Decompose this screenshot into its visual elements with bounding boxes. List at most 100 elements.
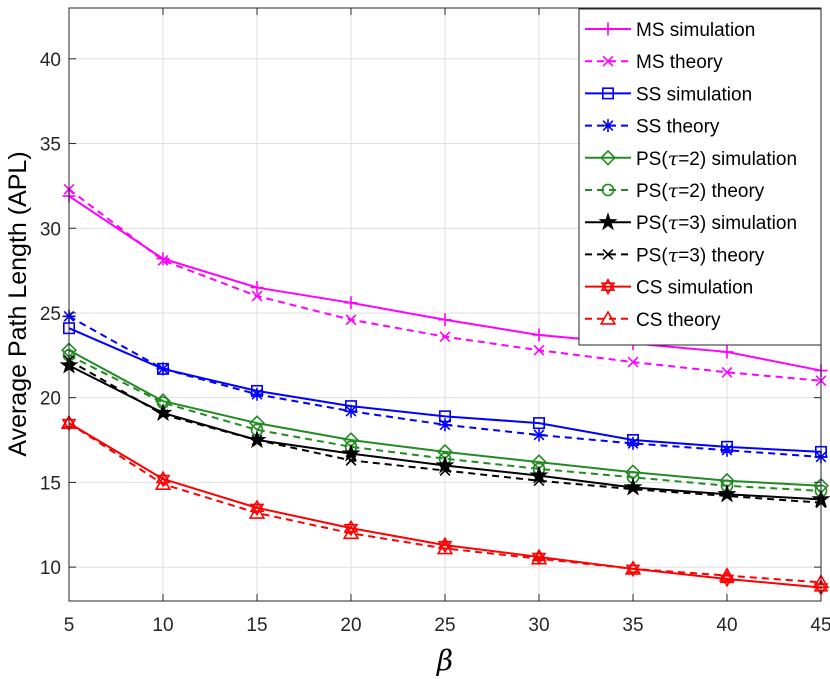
data-point-star-marker <box>529 465 549 484</box>
data-point-plus-marker <box>156 252 170 266</box>
data-point-asterisk-marker <box>344 404 358 418</box>
legend-label: PS(τ=2) theory <box>636 180 765 202</box>
data-point-triangle-marker <box>718 567 736 582</box>
data-point-plus-marker <box>720 345 734 359</box>
data-point-plus-marker <box>344 296 358 310</box>
x-tick-label: 5 <box>64 615 75 636</box>
data-point-star-marker <box>623 477 643 496</box>
y-tick-label: 20 <box>40 389 61 410</box>
x-tick-label: 10 <box>152 615 173 636</box>
data-point-hexagram-marker <box>531 548 547 562</box>
data-point-star-marker <box>717 484 737 503</box>
data-point-x-marker <box>533 475 545 487</box>
series-line-2 <box>68 327 822 453</box>
legend-box <box>578 8 822 346</box>
data-point-x-marker <box>345 314 357 326</box>
data-point-x-marker <box>157 255 169 266</box>
data-point-x-marker <box>439 331 451 343</box>
data-point-diamond-marker <box>249 415 265 432</box>
data-point-star-marker <box>341 443 361 462</box>
data-point-x-marker <box>345 454 357 466</box>
data-point-asterisk-marker <box>156 362 170 376</box>
data-point-square-marker <box>532 417 545 430</box>
data-point-x-marker <box>721 490 733 502</box>
legend-hexagram-marker <box>600 282 616 296</box>
legend-plus-marker <box>601 22 615 36</box>
data-point-plus-marker <box>438 313 452 327</box>
x-tick-label: 15 <box>246 615 267 636</box>
data-point-asterisk-marker <box>720 443 734 457</box>
data-point-hexagram-marker <box>719 570 735 584</box>
data-point-asterisk-marker <box>250 387 264 401</box>
axis-ticks: 5 10 15 20 25 30 35 40 45 10 15 20 25 30 35 40 <box>40 8 830 636</box>
data-point-x-marker <box>439 465 451 476</box>
legend-asterisk-marker <box>601 119 615 133</box>
legend-label: SS theory <box>636 117 720 138</box>
data-point-triangle-marker <box>436 540 454 555</box>
data-point-triangle-marker <box>342 524 360 540</box>
data-point-asterisk-marker <box>626 436 640 450</box>
data-point-hexagram-marker <box>155 474 171 488</box>
data-point-triangle-marker <box>248 504 266 519</box>
data-point-plus-marker <box>250 281 264 295</box>
data-point-x-marker <box>251 434 263 446</box>
data-point-hexagram-marker <box>343 519 359 533</box>
x-tick-label: 45 <box>810 615 830 636</box>
legend-circle-marker <box>601 183 615 197</box>
data-point-hexagram-marker <box>625 564 641 578</box>
y-tick-label: 25 <box>40 304 61 325</box>
legend-x-marker <box>602 248 614 260</box>
x-tick-label: 20 <box>340 615 361 636</box>
data-point-asterisk-marker <box>532 428 546 442</box>
y-tick-label: 35 <box>40 135 61 156</box>
legend: MS simulation MS theory SS simulation SS th… <box>578 8 822 346</box>
data-point-star-marker <box>435 455 455 474</box>
x-tick-label: 40 <box>716 615 737 636</box>
data-point-x-marker <box>721 366 733 378</box>
legend-label: CS simulation <box>636 278 753 299</box>
legend-label: CS theory <box>636 310 721 331</box>
legend-triangle-marker <box>599 310 617 325</box>
data-point-asterisk-marker <box>438 418 452 432</box>
y-tick-label: 40 <box>40 50 61 71</box>
data-point-x-marker <box>627 356 639 368</box>
x-tick-label: 35 <box>622 615 643 636</box>
legend-x-marker <box>602 55 614 67</box>
y-tick-label: 15 <box>40 473 61 494</box>
x-tick-label: 25 <box>434 615 455 636</box>
data-point-triangle-marker <box>624 560 642 575</box>
data-point-plus-marker <box>532 328 546 342</box>
data-point-x-marker <box>157 409 169 421</box>
x-axis-label: β <box>436 644 453 677</box>
y-tick-label: 30 <box>40 219 61 240</box>
data-point-hexagram-marker <box>343 523 359 537</box>
data-point-x-marker <box>627 483 639 495</box>
data-point-triangle-marker <box>154 475 172 491</box>
x-tick-label: 30 <box>528 615 549 636</box>
legend-label: MS theory <box>636 52 723 73</box>
series-line-5 <box>68 354 822 492</box>
data-point-hexagram-marker <box>531 552 547 566</box>
data-point-hexagram-marker <box>249 499 265 513</box>
data-point-x-marker <box>251 290 263 302</box>
data-point-x-marker <box>533 344 545 356</box>
y-tick-label: 10 <box>40 558 61 579</box>
data-point-hexagram-marker <box>249 503 265 517</box>
legend-diamond-marker <box>600 149 616 166</box>
series-line-8 <box>68 422 822 589</box>
legend-label: PS(τ=3) theory <box>636 244 765 266</box>
y-axis-label: Average Path Length (APL) <box>4 151 32 456</box>
series-line-4 <box>68 349 822 487</box>
legend-label: PS(τ=3) simulation <box>636 212 797 234</box>
data-point-triangle-marker <box>530 550 548 565</box>
legend-label: MS simulation <box>636 20 755 41</box>
legend-hexagram-marker <box>600 278 616 291</box>
legend-label: PS(τ=2) simulation <box>636 148 797 170</box>
legend-label: SS simulation <box>636 84 752 105</box>
data-point-hexagram-marker <box>155 470 171 484</box>
legend-square-marker <box>601 87 614 100</box>
data-point-star-marker <box>153 402 173 422</box>
data-point-hexagram-marker <box>437 536 453 550</box>
legend-star-marker <box>598 212 618 231</box>
